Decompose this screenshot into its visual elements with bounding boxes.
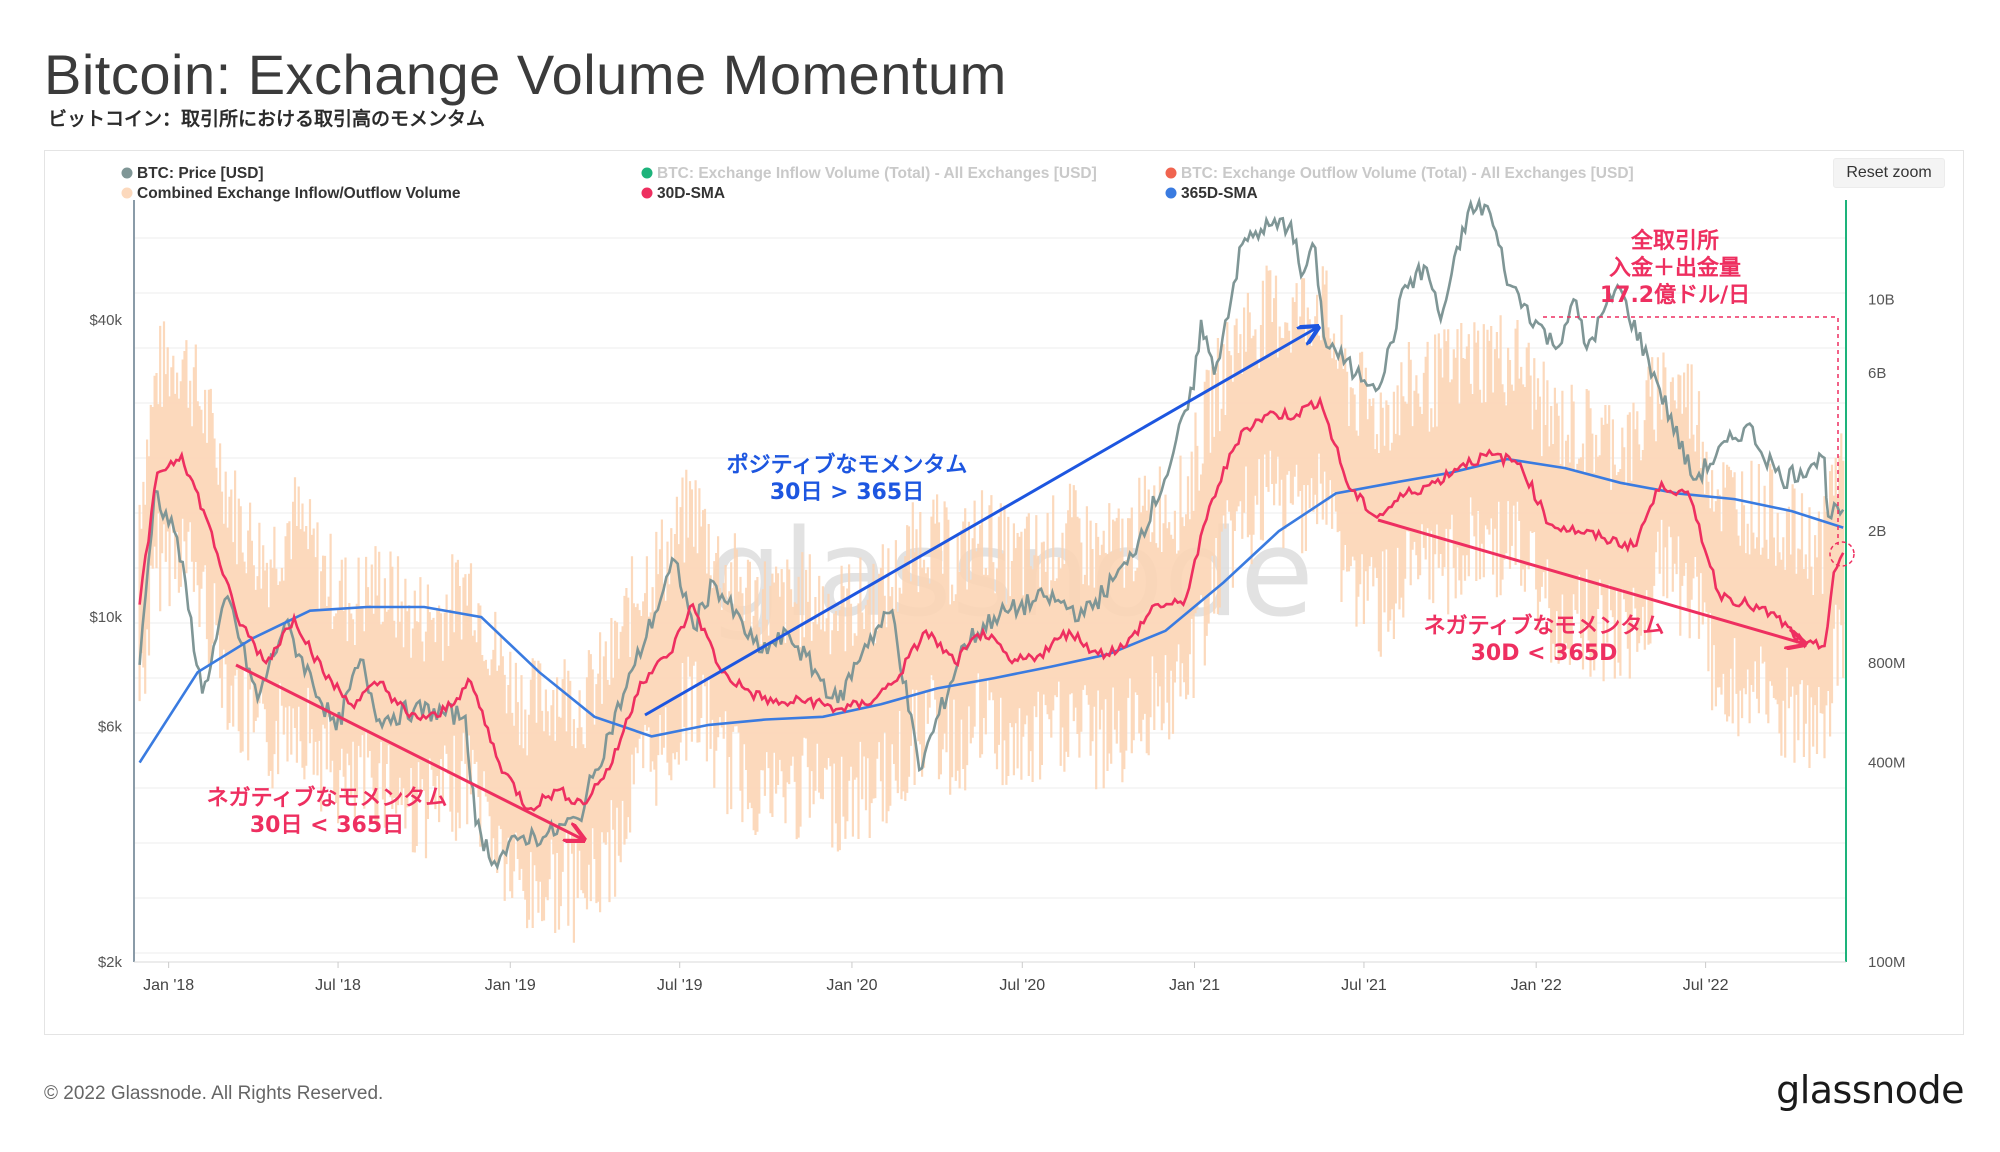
legend-item[interactable]: 30D-SMA [641, 185, 726, 202]
callout-dashed-line [1543, 316, 1839, 545]
volume-bars [138, 265, 1845, 943]
legend-label: 30D-SMA [657, 185, 725, 202]
glassnode-logo: glassnode [1776, 1068, 1964, 1112]
x-tick-label: Jul '21 [1341, 977, 1387, 994]
x-tick-label: Jul '22 [1683, 977, 1729, 994]
price-line [138, 196, 1845, 871]
legend-label: BTC: Exchange Outflow Volume (Total) - A… [1181, 165, 1634, 182]
y-right-tick-label: 6B [1868, 365, 1886, 382]
y-left-tick-label: $40k [89, 312, 122, 329]
annotation-line: 30日 > 365日 [770, 480, 924, 505]
page-title: Bitcoin: Exchange Volume Momentum [44, 43, 1007, 106]
negative-momentum-arrow-1 [235, 663, 584, 840]
legend-label: 365D-SMA [1181, 185, 1258, 202]
legend-label: BTC: Exchange Inflow Volume (Total) - Al… [657, 165, 1097, 182]
x-tick-label: Jan '22 [1511, 977, 1562, 994]
annotation-line: ネガティブなモメンタム [1424, 613, 1665, 639]
combined-volume-series [138, 265, 1845, 943]
y-left-tick-label: $10k [89, 609, 122, 626]
x-tick-label: Jul '20 [999, 977, 1045, 994]
legend-marker [641, 187, 653, 199]
y-left-ticks: $2k $6k $10k $40k [89, 312, 122, 971]
legend-label: Combined Exchange Inflow/Outflow Volume [137, 185, 461, 202]
y-right-tick-label: 400M [1868, 755, 1906, 772]
sma-30d-line [138, 395, 1845, 812]
y-right-ticks: 100M 400M 800M 2B 6B 10B [1868, 292, 1906, 971]
annotation-line: 17.2億ドル/日 [1600, 282, 1750, 308]
negative-momentum-arrow-2 [1377, 518, 1805, 644]
page-subtitle: ビットコイン：取引所における取引高のモメンタム [48, 108, 486, 130]
legend-marker [121, 187, 133, 199]
annotation-line: ポジティブなモメンタム [727, 452, 968, 478]
y-left-tick-label: $2k [98, 954, 123, 971]
x-ticks: Jan '18 Jul '18 Jan '19 Jul '19 Jan '20 Jul '… [143, 962, 1729, 994]
x-tick-label: Jan '21 [1169, 977, 1220, 994]
legend-item[interactable]: Combined Exchange Inflow/Outflow Volume [121, 185, 461, 202]
y-right-tick-label: 10B [1868, 292, 1895, 309]
annotation-line: 全取引所 [1630, 228, 1719, 254]
y-right-tick-label: 800M [1868, 655, 1906, 672]
annotation-line: 30D < 365D [1471, 641, 1618, 666]
legend-marker [641, 167, 653, 179]
legend: BTC: Price [USD] BTC: Exchange Inflow Vol… [121, 165, 1634, 202]
legend-item[interactable]: BTC: Exchange Inflow Volume (Total) - Al… [641, 165, 1097, 182]
annotation-line: 30日 < 365日 [250, 813, 404, 838]
footer-copyright: © 2022 Glassnode. All Rights Reserved. [44, 1083, 384, 1104]
legend-item[interactable]: BTC: Exchange Outflow Volume (Total) - A… [1165, 165, 1634, 182]
callout-circle [1829, 541, 1855, 567]
annotation-line: ネガティブなモメンタム [207, 785, 448, 811]
x-tick-label: Jul '19 [657, 977, 703, 994]
positive-momentum-arrow [644, 327, 1318, 717]
y-right-tick-label: 2B [1868, 523, 1886, 540]
legend-marker [121, 167, 133, 179]
sma-365d-line [138, 457, 1844, 764]
chart-frame [44, 150, 1964, 1035]
legend-item[interactable]: BTC: Price [USD] [121, 165, 264, 182]
legend-label: BTC: Price [USD] [137, 165, 264, 182]
y-right-tick-label: 100M [1868, 954, 1906, 971]
x-tick-label: Jul '18 [315, 977, 361, 994]
x-tick-label: Jan '19 [485, 977, 536, 994]
x-tick-label: Jan '18 [143, 977, 194, 994]
reset-zoom-button[interactable]: Reset zoom [1833, 158, 1945, 188]
y-left-tick-label: $6k [98, 719, 123, 736]
legend-item[interactable]: 365D-SMA [1165, 185, 1258, 202]
annotation-line: 入金＋出金量 [1609, 255, 1741, 281]
x-tick-label: Jan '20 [826, 977, 877, 994]
legend-marker [1165, 167, 1177, 179]
legend-marker [1165, 187, 1177, 199]
